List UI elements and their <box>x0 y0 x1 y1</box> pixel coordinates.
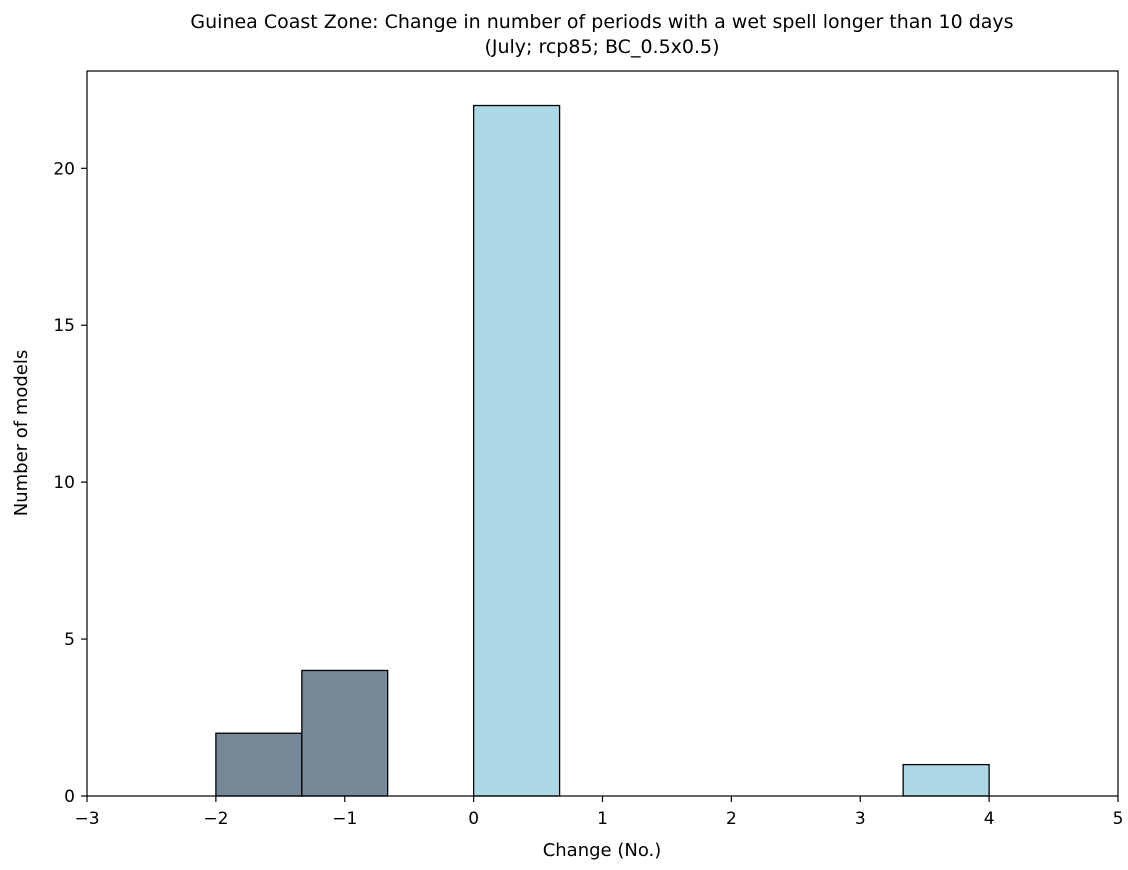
chart-subtitle: (July; rcp85; BC_0.5x0.5) <box>484 36 719 58</box>
histogram-bar <box>301 669 389 797</box>
x-tick-label: 0 <box>468 809 479 829</box>
plot-frame <box>86 70 1119 797</box>
y-tick-label: 10 <box>53 473 75 493</box>
x-tick-label: 5 <box>1113 809 1124 829</box>
y-axis-ticks: 0 5 10 15 20 <box>53 159 87 807</box>
x-tick-label: 3 <box>855 809 866 829</box>
x-tick-label: 4 <box>984 809 995 829</box>
x-tick-label: 2 <box>726 809 737 829</box>
bars-group <box>215 104 990 797</box>
y-tick-label: 20 <box>53 159 75 179</box>
histogram-bar <box>472 104 561 797</box>
y-axis-label: Number of models <box>11 350 32 517</box>
x-axis-ticks: −3 −2 −1 0 1 2 3 4 5 <box>74 796 1123 829</box>
x-axis-label: Change (No.) <box>543 840 662 861</box>
chart-title: Guinea Coast Zone: Change in number of p… <box>190 11 1013 33</box>
histogram-bar <box>902 763 990 797</box>
y-tick-label: 15 <box>53 316 75 336</box>
x-tick-label: −1 <box>332 809 357 829</box>
x-tick-label: −3 <box>74 809 99 829</box>
x-tick-label: 1 <box>597 809 608 829</box>
y-tick-label: 5 <box>64 630 75 650</box>
x-tick-label: −2 <box>203 809 228 829</box>
y-tick-label: 0 <box>64 787 75 807</box>
histogram-bar <box>215 732 303 797</box>
